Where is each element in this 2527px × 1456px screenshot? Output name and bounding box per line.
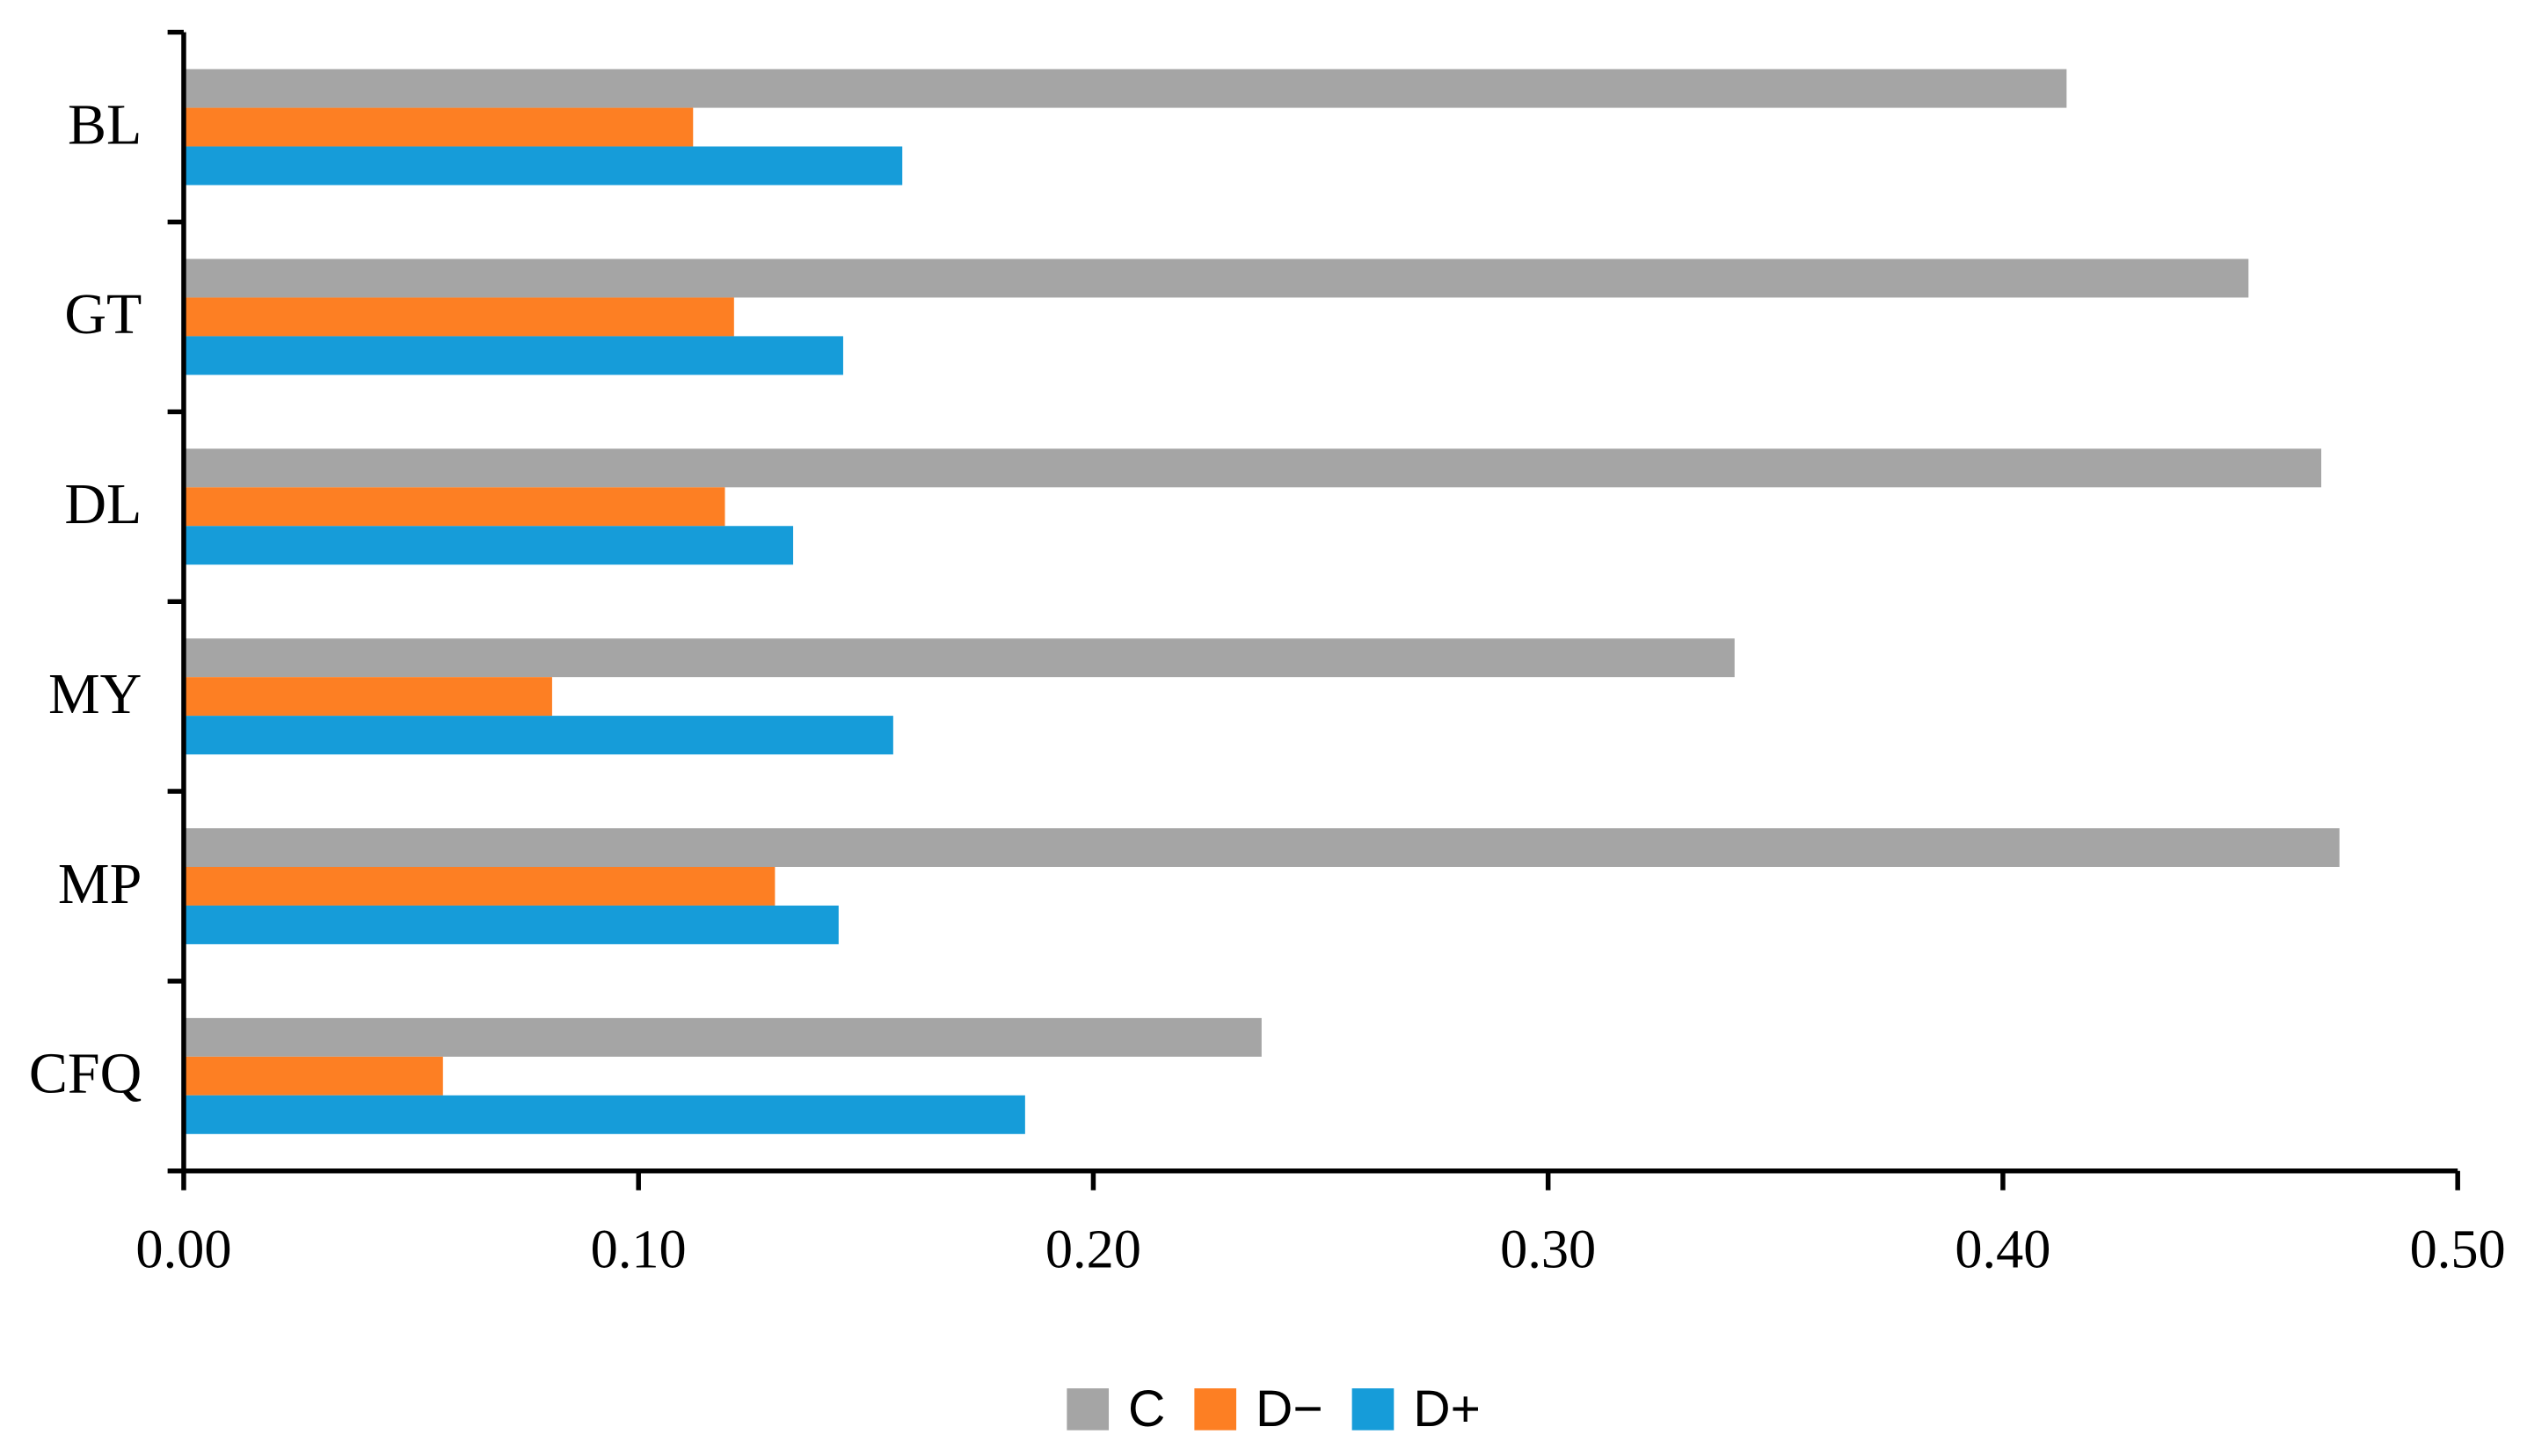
bar — [183, 1056, 443, 1096]
legend-swatch — [1067, 1388, 1110, 1431]
x-tick-label: 0.50 — [2410, 1219, 2506, 1279]
bar — [183, 638, 1735, 678]
bar — [183, 448, 2322, 488]
bar — [183, 69, 2067, 108]
legend-swatch — [1194, 1388, 1237, 1431]
legend-label: D− — [1256, 1380, 1323, 1438]
bar — [183, 1095, 1025, 1134]
bar — [183, 677, 552, 717]
bar — [183, 107, 694, 147]
legend-swatch — [1351, 1388, 1395, 1431]
y-tick-label: GT — [64, 282, 142, 346]
bar — [183, 258, 2249, 298]
x-tick-label: 0.00 — [135, 1219, 231, 1279]
bar — [183, 146, 903, 186]
y-tick-label: DL — [64, 472, 142, 536]
legend-label: C — [1128, 1380, 1165, 1438]
y-tick-label: MY — [48, 662, 142, 726]
y-tick-label: CFQ — [29, 1042, 142, 1106]
bar — [183, 1017, 1262, 1057]
bar — [183, 828, 2340, 867]
legend-label: D+ — [1413, 1380, 1481, 1438]
bar — [183, 905, 839, 944]
bar — [183, 526, 794, 565]
bar — [183, 297, 734, 337]
x-tick-label: 0.40 — [1955, 1219, 2050, 1279]
x-tick-label: 0.10 — [591, 1219, 687, 1279]
bar — [183, 487, 725, 527]
bar — [183, 336, 843, 375]
bar — [183, 866, 776, 906]
x-tick-label: 0.30 — [1500, 1219, 1596, 1279]
y-tick-label: MP — [58, 852, 142, 916]
y-tick-label: BL — [68, 92, 142, 157]
bar — [183, 716, 893, 755]
x-tick-label: 0.20 — [1045, 1219, 1141, 1279]
